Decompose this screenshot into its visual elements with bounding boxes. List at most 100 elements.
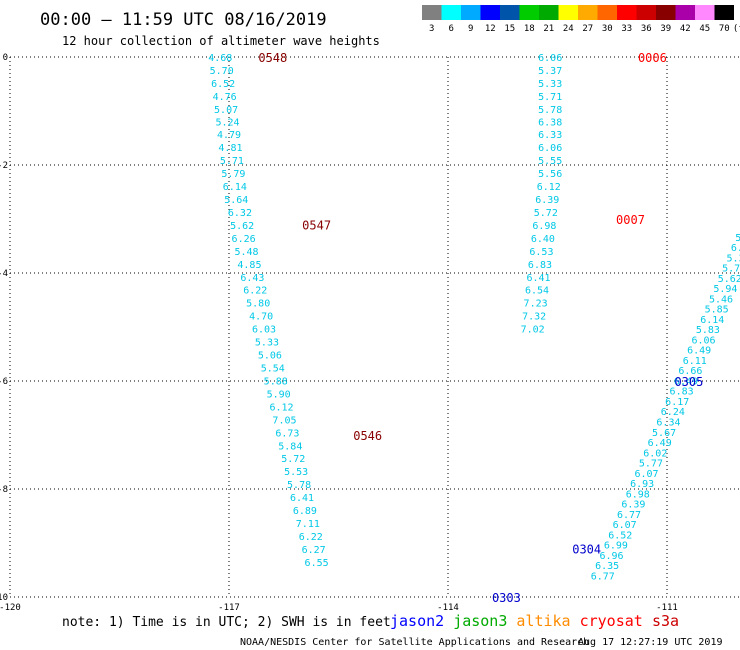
swh-reading: 6.93 — [630, 479, 654, 490]
swh-reading: 5.42 — [735, 233, 740, 244]
swh-reading: 6.06 — [691, 335, 715, 346]
pass-time-label: 0303 — [492, 591, 521, 605]
swh-reading: 4.76 — [213, 92, 237, 103]
swh-reading: 6.40 — [531, 234, 555, 245]
colorbar-tick-label: 21 — [543, 24, 554, 34]
colorbar-swatch — [695, 5, 715, 20]
swh-reading: 6.03 — [252, 325, 276, 336]
swh-reading: 5.70 — [210, 66, 234, 77]
swh-reading: 5.62 — [718, 274, 740, 285]
y-tick-label: -2 — [0, 161, 8, 171]
grid-lines — [9, 56, 740, 598]
colorbar-tick-label: 15 — [504, 24, 515, 34]
chart-title: 00:00 – 11:59 UTC 08/16/2019 — [40, 10, 327, 30]
swh-reading: 6.77 — [591, 571, 615, 582]
swh-reading: 6.06 — [538, 143, 562, 154]
swh-reading: 5.48 — [234, 247, 258, 258]
swh-reading: 6.33 — [538, 130, 562, 141]
swh-reading: 6.41 — [526, 273, 550, 284]
colorbar-tick-label: 70 — [719, 24, 730, 34]
swh-reading: 6.53 — [529, 247, 553, 258]
swh-reading: 6.07 — [613, 520, 637, 531]
swh-reading: 6.32 — [228, 208, 252, 219]
colorbar-tick-label: 30 — [602, 24, 613, 34]
swh-reading: 7.05 — [272, 415, 296, 426]
swh-reading: 6.49 — [687, 346, 711, 357]
swh-reading: 6.34 — [656, 418, 680, 429]
plot-area: -120-117-114-111-108-100-2-4-6-8-10 4.68… — [0, 51, 740, 613]
swh-reading: 6.14 — [700, 315, 724, 326]
colorbar-swatch — [636, 5, 656, 20]
colorbar-tick-label: 27 — [582, 24, 593, 34]
colorbar-swatch — [578, 5, 598, 20]
swh-reading: 6.52 — [608, 530, 632, 541]
swh-reading: 5.07 — [214, 105, 238, 116]
colorbar-tick-label: 33 — [621, 24, 632, 34]
swh-reading: 5.24 — [215, 117, 239, 128]
swh-reading: 5.46 — [709, 294, 733, 305]
swh-reading: 6.73 — [275, 428, 299, 439]
swh-reading: 6.07 — [635, 469, 659, 480]
satellite-legend-s3a: s3a — [652, 612, 679, 630]
swh-reading: 5.84 — [278, 441, 302, 452]
pass-time-label: 0007 — [616, 213, 645, 227]
colorbar-swatch — [617, 5, 637, 20]
swh-reading: 5.06 — [258, 351, 282, 362]
colorbar-swatch — [539, 5, 559, 20]
swh-reading: 6.12 — [537, 182, 561, 193]
swh-reading: 6.98 — [626, 489, 650, 500]
swh-reading: 6.66 — [678, 366, 702, 377]
pass-time-label: 0006 — [638, 51, 667, 65]
swh-reading: 5.55 — [538, 156, 562, 167]
y-tick-label: -8 — [0, 485, 8, 495]
x-tick-label: -117 — [218, 603, 240, 613]
swh-reading: 6.77 — [617, 510, 641, 521]
colorbar-tick-label: 42 — [680, 24, 691, 34]
pass-time-label: 0547 — [302, 218, 331, 232]
swh-reading: 5.72 — [281, 454, 305, 465]
swh-reading: 6.39 — [535, 195, 559, 206]
satellite-legend: jason2 jason3 altika cryosat s3a — [390, 612, 679, 630]
colorbar-swatch — [461, 5, 481, 20]
y-tick-label: -6 — [0, 377, 8, 387]
swh-reading: 6.27 — [302, 545, 326, 556]
swh-reading: 5.64 — [224, 195, 248, 206]
x-tick-label: -120 — [0, 603, 21, 613]
colorbar-tick-label: 3 — [429, 24, 434, 34]
swh-reading: 5.78 — [538, 105, 562, 116]
swh-reading: 6.11 — [683, 356, 707, 367]
colorbar-tick-label: 6 — [449, 24, 454, 34]
swh-reading: 5.77 — [639, 459, 663, 470]
altimeter-tracks: 4.68 5.70 6.52 4.76 5.075.24 4.79 4.81 5.71 5.79… — [208, 53, 740, 583]
y-tick-label: 0 — [3, 53, 8, 63]
swh-reading: 5.90 — [267, 389, 291, 400]
swh-reading: 6.22 — [243, 286, 267, 297]
swh-reading: 6.55 — [305, 558, 329, 569]
swh-reading: 6.98 — [532, 221, 556, 232]
colorbar-swatch — [441, 5, 461, 20]
swh-reading: 5.62 — [230, 221, 254, 232]
swh-reading: 5.80 — [246, 299, 270, 310]
swh-reading: 7.02 — [521, 325, 545, 336]
swh-reading: 5.88 — [264, 376, 288, 387]
pass-time-label: 0548 — [258, 51, 287, 65]
track-t3: 4.685.305.374.704.295.225.935.165.495.37… — [591, 223, 740, 583]
swh-reading: 6.83 — [670, 387, 694, 398]
swh-reading: 5.31 — [726, 253, 740, 264]
swh-reading: 6.12 — [270, 402, 294, 413]
swh-reading: 6.22 — [299, 532, 323, 543]
swh-reading: 6.43 — [240, 273, 264, 284]
swh-reading: 4.70 — [249, 312, 273, 323]
track-t1: 4.68 5.70 6.52 4.76 5.075.24 4.79 4.81 5.71 5.79… — [208, 53, 328, 569]
swh-reading: 6.49 — [674, 376, 698, 387]
colorbar-tick-label: 12 — [485, 24, 496, 34]
swh-reading: 6.99 — [604, 541, 628, 552]
swh-reading: 5.33 — [538, 79, 562, 90]
swh-reading: 6.38 — [538, 117, 562, 128]
swh-reading: 5.71 — [538, 92, 562, 103]
satellite-legend-cryosat: cryosat — [580, 612, 643, 630]
swh-reading: 6.89 — [293, 506, 317, 517]
swh-reading: 5.33 — [255, 338, 279, 349]
axis-ticks: -120-117-114-111-108-100-2-4-6-8-10 — [0, 53, 678, 613]
